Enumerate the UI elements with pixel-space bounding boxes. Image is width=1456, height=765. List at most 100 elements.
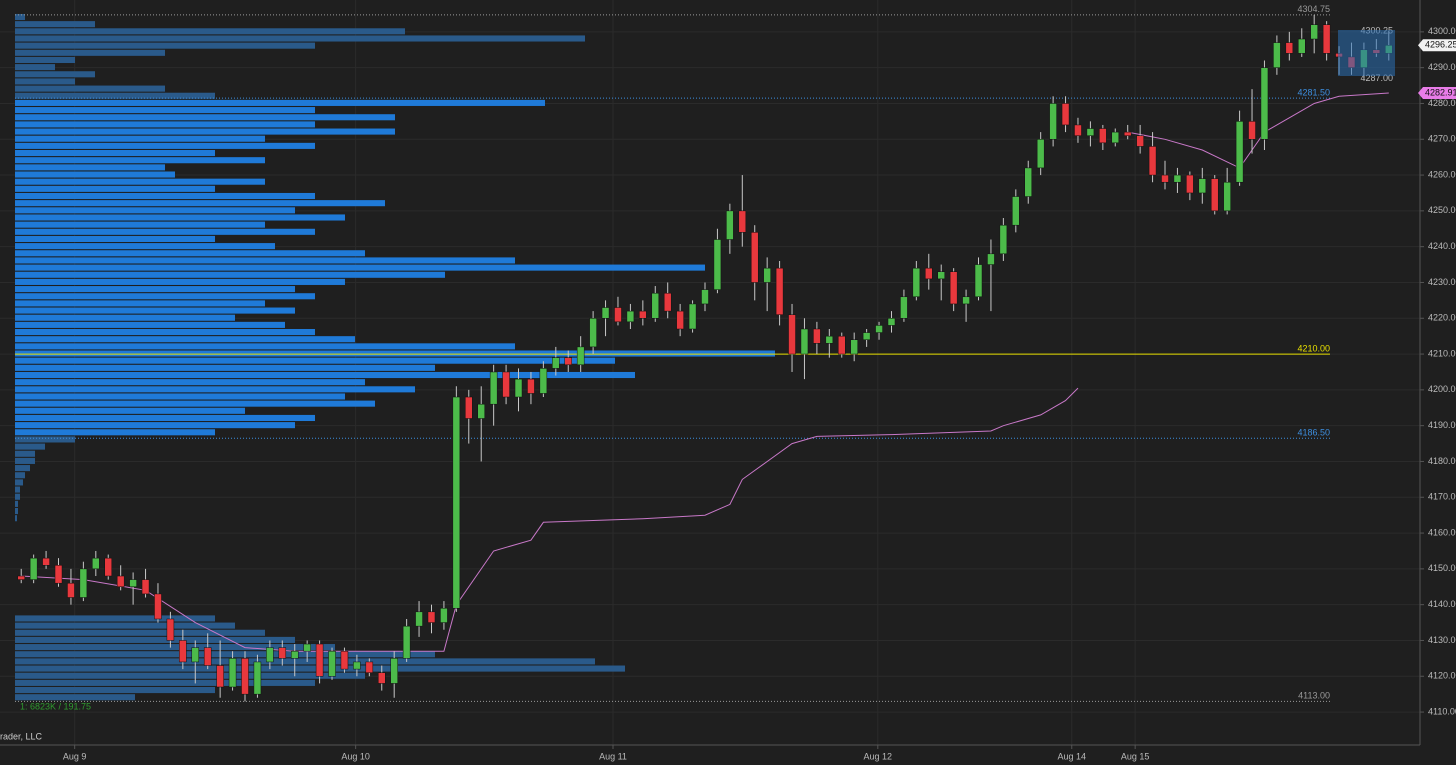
candle-body <box>92 557 100 570</box>
level-label: 4210.00 <box>1297 343 1330 353</box>
mini-label: 4287.00 <box>1360 73 1393 83</box>
candle-body <box>191 647 200 663</box>
candle-body <box>1273 42 1281 68</box>
x-tick-label: Aug 9 <box>63 751 87 761</box>
profile-bar <box>15 293 315 300</box>
profile-bar <box>15 164 165 171</box>
candle-body <box>676 310 684 330</box>
candle-body <box>1148 146 1157 176</box>
candle-body <box>1123 131 1132 136</box>
candle-body <box>775 267 784 315</box>
profile-bar <box>15 300 265 307</box>
profile-bar <box>15 121 315 128</box>
profile-bar <box>15 407 245 414</box>
candle-body <box>315 643 324 677</box>
stats-text: 1: 6823K / 191.75 <box>20 701 91 711</box>
candle-body <box>452 396 461 609</box>
candle-body <box>850 339 858 355</box>
candle-body <box>1310 24 1318 40</box>
profile-bar <box>15 500 18 507</box>
profile-bar <box>15 379 365 386</box>
candle-body <box>1260 67 1269 140</box>
x-tick-label: Aug 11 <box>599 751 627 761</box>
candle-body <box>340 650 349 670</box>
candle-body <box>1049 103 1057 140</box>
candle-body <box>1248 121 1256 140</box>
candle-body <box>465 396 473 419</box>
candle-body <box>427 611 436 623</box>
level-label: 4186.50 <box>1297 428 1330 438</box>
profile-bar <box>15 422 295 429</box>
profile-bar <box>15 465 30 472</box>
profile-bar <box>15 393 345 400</box>
candle-body <box>1198 178 1207 194</box>
candle-body <box>626 310 635 323</box>
y-tick-label: 4110.00 <box>1428 706 1456 716</box>
profile-bar <box>15 364 435 371</box>
candle-body <box>365 661 374 673</box>
profile-bar <box>15 56 75 64</box>
candle-body <box>788 314 796 355</box>
profile-bar <box>15 221 265 228</box>
profile-bar <box>15 243 275 250</box>
profile-bar <box>15 371 635 379</box>
profile-bar <box>15 307 295 314</box>
y-tick-label: 4150.00 <box>1428 563 1456 573</box>
price-tag-label: 4282.91 <box>1425 87 1456 97</box>
profile-bar <box>15 28 405 35</box>
level-label: 4281.50 <box>1297 87 1330 97</box>
candle-body <box>701 289 709 305</box>
candle-body <box>1223 181 1231 212</box>
candle-body <box>813 328 821 344</box>
candle-body <box>79 568 88 598</box>
profile-bar <box>15 386 415 393</box>
level-label: 4113.00 <box>1298 691 1330 701</box>
candle-body <box>999 224 1008 255</box>
candle-body <box>925 267 933 280</box>
x-tick-label: Aug 15 <box>1121 751 1150 761</box>
profile-bar <box>15 687 215 694</box>
candle-body <box>1136 135 1144 147</box>
y-tick-label: 4130.00 <box>1428 635 1456 645</box>
profile-bar <box>15 658 595 665</box>
candle-body <box>203 647 212 666</box>
y-tick-label: 4240.00 <box>1428 241 1456 251</box>
price-tag <box>1418 39 1456 52</box>
candle-body <box>415 611 423 627</box>
profile-bar <box>15 443 45 450</box>
candle-body <box>502 371 510 398</box>
profile-bar <box>15 350 775 357</box>
profile-bar <box>15 508 18 515</box>
candle-body <box>1210 178 1219 212</box>
candle-body <box>726 210 734 240</box>
candle-body <box>104 557 112 577</box>
profile-bar <box>15 71 95 78</box>
candle-body <box>241 658 249 695</box>
candle-body <box>763 267 771 283</box>
candle-body <box>564 357 572 366</box>
profile-bar <box>15 286 295 293</box>
copyright: rader, LLC <box>0 731 43 741</box>
profile-bar <box>15 264 705 271</box>
x-tick-label: Aug 10 <box>341 751 370 761</box>
candle-body <box>378 672 386 684</box>
profile-bar <box>15 78 75 85</box>
y-tick-label: 4250.00 <box>1428 205 1456 215</box>
level-label: 4304.75 <box>1297 4 1330 14</box>
candle-body <box>17 575 25 580</box>
candle-body <box>266 647 274 663</box>
candle-body <box>576 346 585 366</box>
price-tag-label: 4296.25 <box>1425 40 1456 50</box>
y-tick-label: 4210.00 <box>1428 348 1456 358</box>
profile-bar <box>15 250 365 257</box>
candle-body <box>912 267 921 298</box>
profile-bar <box>15 235 215 243</box>
candle-body <box>166 618 175 641</box>
y-tick-label: 4170.00 <box>1428 492 1456 502</box>
profile-bar <box>15 651 435 658</box>
profile-bar <box>15 49 165 56</box>
profile-bar <box>15 400 375 407</box>
profile-bar <box>15 450 35 457</box>
candle-body <box>278 647 287 659</box>
price-tag <box>1418 87 1456 100</box>
